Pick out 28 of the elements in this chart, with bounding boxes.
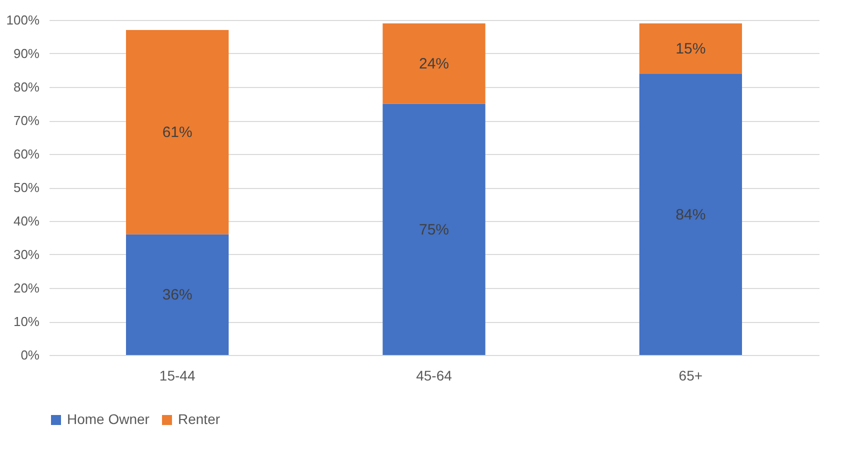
bar <box>639 23 742 74</box>
bar <box>382 104 486 355</box>
x-tick-label: 45-64 <box>416 368 452 384</box>
data-label: 15% <box>676 40 706 58</box>
data-label: 84% <box>676 206 706 224</box>
data-label: 36% <box>162 286 192 304</box>
bar <box>126 30 229 234</box>
legend-label: Renter <box>178 411 220 427</box>
y-tick-label: 10% <box>13 314 40 329</box>
y-tick-label: 90% <box>13 46 40 61</box>
y-tick-label: 0% <box>20 348 40 362</box>
data-label: 24% <box>418 56 450 73</box>
x-tick-label: 15-44 <box>159 368 196 384</box>
y-tick-label: 100% <box>6 12 40 28</box>
y-tick-label: 30% <box>13 247 40 262</box>
y-tick-label: 50% <box>13 180 40 195</box>
bar <box>126 234 229 355</box>
data-label: 75% <box>418 221 450 238</box>
data-label: 61% <box>162 124 192 142</box>
y-tick-label: 60% <box>13 146 40 162</box>
y-tick-label: 20% <box>13 280 40 296</box>
legend-label: Home Owner <box>67 411 150 427</box>
bar <box>382 23 486 104</box>
x-tick-label: 65+ <box>678 368 703 384</box>
bar <box>639 74 742 355</box>
y-tick-label: 70% <box>13 113 40 128</box>
y-tick-label: 80% <box>13 80 40 94</box>
y-tick-label: 40% <box>13 214 40 228</box>
